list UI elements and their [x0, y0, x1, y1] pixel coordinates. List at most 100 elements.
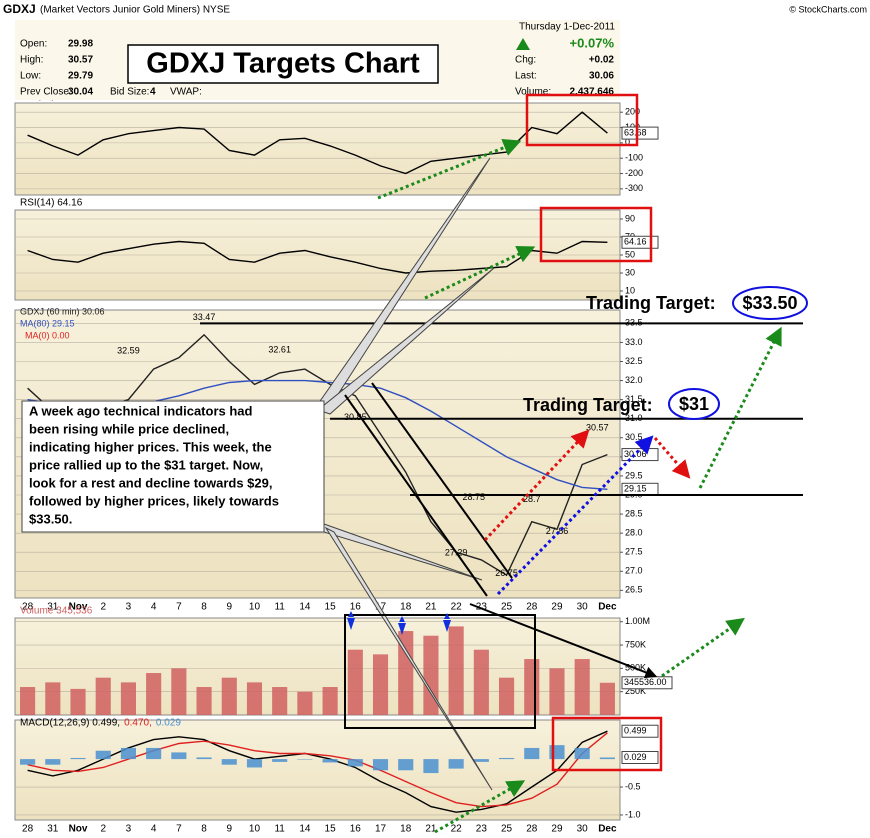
y-tick-label: 30 — [625, 267, 635, 277]
arrow — [661, 617, 745, 678]
x-tick-label: 21 — [425, 602, 437, 613]
x-tick-label: 29 — [551, 824, 563, 835]
x-tick-label: 14 — [299, 824, 311, 835]
x-tick-label: 9 — [226, 602, 232, 613]
bar — [448, 626, 464, 715]
bar — [398, 759, 414, 771]
bar — [70, 688, 86, 715]
target-label: Trading Target: — [586, 293, 716, 313]
last-value: 64.16 — [624, 237, 647, 247]
field-label: Volume: — [515, 87, 551, 98]
y-tick-label: 250K — [625, 686, 646, 696]
bar — [246, 682, 263, 715]
x-tick-label: 18 — [400, 602, 412, 613]
y-tick-label: 27.0 — [625, 566, 643, 576]
x-tick-label: 28 — [526, 602, 538, 613]
x-tick-label: 11 — [274, 602, 285, 613]
security-name: (Market Vectors Junior Gold Miners) NYSE — [40, 5, 230, 16]
point-label: 28.7 — [523, 494, 541, 504]
y-tick-label: 750K — [625, 639, 646, 649]
trend-line — [344, 394, 488, 597]
bar — [423, 635, 439, 715]
field-value: 30.06 — [589, 71, 614, 82]
y-tick-label: 32.5 — [625, 356, 643, 366]
x-tick-label: 7 — [176, 602, 182, 613]
x-tick-label: 25 — [501, 824, 513, 835]
y-tick-label: 30.5 — [625, 432, 643, 442]
last-value-box — [621, 724, 659, 738]
bar — [372, 654, 389, 715]
y-tick-label: 33.0 — [625, 337, 643, 347]
y-tick-label: 27.5 — [625, 547, 643, 557]
field-value: 4 — [150, 87, 156, 98]
field-label: Prev Close: — [20, 87, 72, 98]
bar — [499, 677, 515, 715]
x-tick-label: 7 — [176, 824, 182, 835]
x-tick-label: 22 — [451, 824, 463, 835]
field-value: 30.57 — [68, 55, 93, 66]
highlight-box — [525, 93, 639, 147]
x-tick-label: 8 — [201, 602, 207, 613]
x-tick-label: 29 — [551, 602, 563, 613]
x-tick-label: 17 — [375, 824, 387, 835]
annotation-line: look for a rest and decline towards $29, — [29, 475, 272, 490]
source: © StockCharts.com — [789, 4, 867, 14]
highlight-box — [551, 716, 663, 772]
annotation-line: been rising while price declined, — [29, 421, 229, 436]
volume-arrow — [347, 611, 355, 630]
bar — [95, 677, 111, 715]
arrow — [483, 429, 590, 542]
annotation-line: followed by higher prices, likely toward… — [29, 493, 279, 508]
y-tick-label: -300 — [625, 183, 643, 193]
point-label: 33.47 — [193, 312, 216, 322]
y-tick-label: 1.00M — [625, 616, 650, 626]
bar — [473, 649, 489, 715]
point-label: 32.59 — [117, 345, 140, 355]
last-value-box — [621, 235, 659, 249]
x-tick-label: 31 — [47, 824, 59, 835]
x-tick-label: 30 — [577, 824, 589, 835]
x-tick-label: 22 — [451, 602, 463, 613]
target-value: $33.50 — [742, 293, 797, 313]
callout — [324, 526, 493, 791]
y-tick-label: 28.5 — [625, 508, 643, 518]
series-line — [27, 732, 608, 808]
target-label: Trading Target: — [523, 395, 653, 415]
last-value-box — [621, 126, 659, 140]
y-tick-label: 50 — [625, 249, 635, 259]
y-tick-label: 28.0 — [625, 528, 643, 538]
annotation-line: $33.50. — [29, 511, 72, 526]
date: Thursday 1-Dec-2011 — [519, 22, 615, 33]
point-label: 30.85 — [344, 412, 367, 422]
y-tick-label: 90 — [625, 213, 635, 223]
bar — [45, 682, 61, 715]
x-tick-label: 10 — [249, 602, 261, 613]
bar — [372, 759, 389, 771]
x-tick-label: 21 — [425, 824, 437, 835]
bar — [322, 687, 338, 715]
x-tick-label: 2 — [100, 602, 106, 613]
bar — [246, 759, 263, 768]
bar — [20, 687, 36, 715]
legend-entry: GDXJ (60 min) 30.06 — [20, 306, 105, 316]
panel-background — [14, 719, 621, 821]
x-tick-label: 15 — [325, 824, 337, 835]
bar — [196, 757, 212, 760]
series-line — [27, 240, 608, 274]
arrow — [424, 245, 536, 300]
legend-entry: Volume 345,536 — [20, 606, 93, 617]
value-label: 345536.00 — [624, 677, 667, 687]
arrow — [653, 437, 691, 479]
y-tick-label: -0.5 — [625, 781, 641, 791]
x-tick-label: 16 — [350, 602, 362, 613]
bar — [221, 759, 237, 765]
legend-entry: MA(0) 0.00 — [25, 330, 70, 340]
highlight-box — [344, 614, 536, 729]
x-tick-label: 3 — [126, 602, 132, 613]
y-tick-label: 29.5 — [625, 470, 643, 480]
point-label: 28.75 — [463, 492, 486, 502]
bar — [398, 631, 414, 715]
x-tick-label: 25 — [501, 602, 513, 613]
bar — [120, 747, 136, 760]
field-value: +0.02 — [589, 55, 615, 66]
